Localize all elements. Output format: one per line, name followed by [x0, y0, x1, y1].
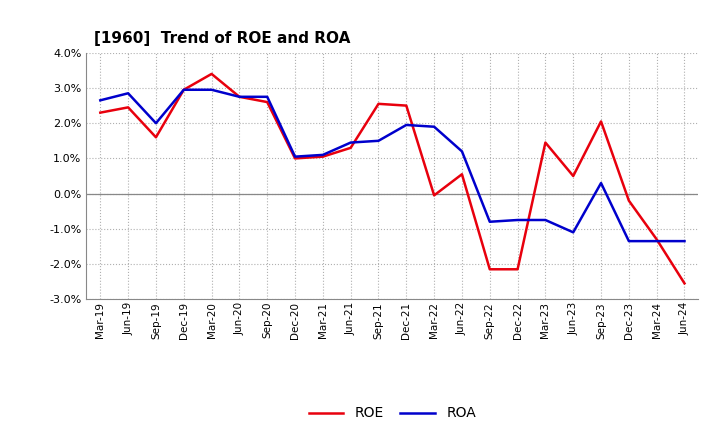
ROE: [179, 87, 188, 92]
ROA: [124, 91, 132, 96]
ROE: [207, 71, 216, 77]
ROA: [485, 219, 494, 224]
ROE: [458, 172, 467, 177]
ROE: [374, 101, 383, 106]
ROA: [458, 149, 467, 154]
ROE: [402, 103, 410, 108]
ROA: [235, 94, 243, 99]
ROA: [680, 238, 689, 244]
ROE: [346, 145, 355, 150]
ROA: [513, 217, 522, 223]
ROA: [402, 122, 410, 128]
ROE: [235, 94, 243, 99]
Line: ROA: ROA: [100, 90, 685, 241]
ROA: [96, 98, 104, 103]
ROE: [318, 154, 327, 159]
ROE: [263, 99, 271, 105]
ROA: [318, 152, 327, 158]
ROA: [624, 238, 633, 244]
ROE: [430, 193, 438, 198]
Text: [1960]  Trend of ROE and ROA: [1960] Trend of ROE and ROA: [94, 31, 350, 46]
ROA: [597, 180, 606, 186]
ROE: [652, 237, 661, 242]
ROA: [652, 238, 661, 244]
ROE: [96, 110, 104, 115]
ROE: [541, 140, 550, 145]
ROE: [597, 119, 606, 124]
Legend: ROE, ROA: ROE, ROA: [309, 407, 476, 420]
ROA: [346, 140, 355, 145]
ROE: [152, 135, 161, 140]
ROA: [569, 230, 577, 235]
ROA: [152, 121, 161, 126]
ROA: [291, 154, 300, 159]
ROE: [680, 281, 689, 286]
ROE: [124, 105, 132, 110]
ROE: [624, 198, 633, 203]
ROE: [291, 156, 300, 161]
ROA: [430, 124, 438, 129]
ROA: [207, 87, 216, 92]
ROA: [179, 87, 188, 92]
ROE: [569, 173, 577, 179]
ROE: [485, 267, 494, 272]
Line: ROE: ROE: [100, 74, 685, 283]
ROA: [263, 94, 271, 99]
ROA: [374, 138, 383, 143]
ROA: [541, 217, 550, 223]
ROE: [513, 267, 522, 272]
